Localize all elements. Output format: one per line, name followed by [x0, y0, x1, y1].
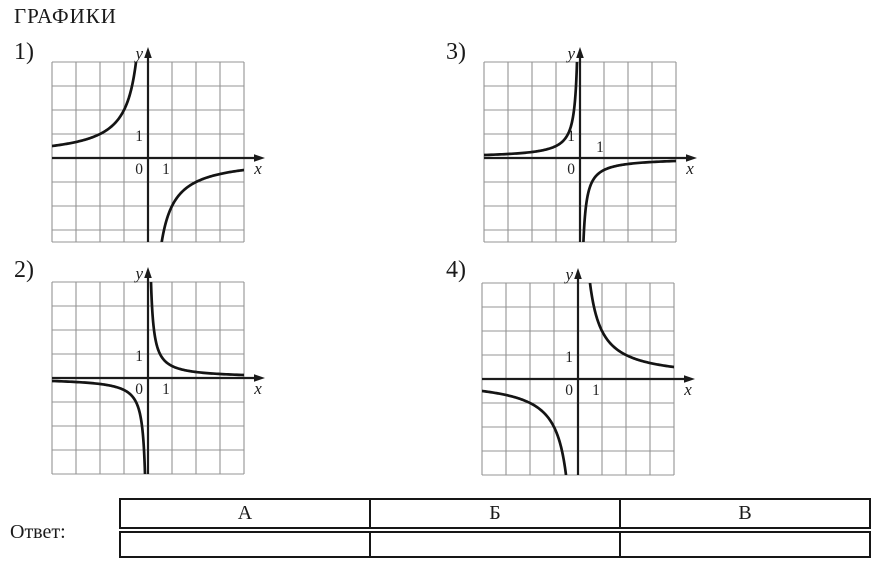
y-axis-label: y: [563, 265, 573, 284]
axis-arrowheads: [144, 267, 265, 382]
x-unit-tick-label: 1: [596, 139, 604, 156]
curve-branch-positive-x: [588, 283, 674, 369]
graph-4-number: 4): [446, 257, 466, 283]
y-unit-tick-label: 1: [135, 348, 143, 365]
answer-cell-b[interactable]: [369, 529, 621, 558]
graph-1-number: 1): [14, 39, 34, 65]
axis-labels: y x 0 1 1: [133, 264, 262, 398]
curve-branch-positive-x: [149, 282, 244, 377]
axis-arrowheads: [144, 47, 265, 162]
origin-tick-label: 0: [135, 381, 143, 398]
answer-table: А Б В: [119, 498, 871, 558]
origin-tick-label: 0: [135, 161, 143, 178]
y-axis-label: y: [133, 44, 143, 63]
y-unit-tick-label: 1: [567, 128, 575, 145]
axis-arrowheads: [576, 47, 697, 162]
answer-column-v: В: [619, 498, 871, 533]
x-axis-label: x: [683, 380, 692, 399]
x-axis-label: x: [253, 159, 262, 178]
graph-2-number: 2): [14, 257, 34, 283]
axes: [482, 273, 688, 475]
curve-branch-negative-x: [52, 62, 138, 148]
answer-value-row: [119, 529, 871, 558]
answer-label: Ответ:: [10, 521, 66, 543]
graph-4-plot: y x 0 1 1: [481, 265, 695, 476]
hyperbola-curve: [482, 283, 674, 475]
curve-branch-negative-x: [52, 379, 147, 474]
answer-cell-v[interactable]: [619, 529, 871, 558]
axes: [484, 52, 690, 242]
graph-3-number: 3): [446, 39, 466, 65]
graph-1-plot: y x 0 1 1: [51, 44, 265, 243]
hyperbola-curve: [52, 62, 244, 242]
page-title: ГРАФИКИ: [14, 4, 117, 28]
graph-3-plot: y x 0 1 1: [483, 44, 697, 243]
x-unit-tick-label: 1: [162, 161, 170, 178]
axis-labels: y x 0 1 1: [565, 44, 694, 178]
hyperbola-curve: [52, 282, 244, 474]
curve-branch-negative-x: [482, 389, 568, 475]
axis-labels: y x 0 1 1: [133, 44, 262, 178]
curve-branch-positive-x: [582, 159, 676, 242]
hyperbola-curve: [484, 62, 676, 242]
curve-branch-positive-x: [160, 168, 244, 242]
answer-header-row: А Б В: [119, 498, 871, 533]
x-axis-label: x: [253, 379, 262, 398]
axis-arrowheads: [574, 268, 695, 383]
y-axis-label: y: [133, 264, 143, 283]
axis-labels: y x 0 1 1: [563, 265, 692, 399]
x-axis-label: x: [685, 159, 694, 178]
graph-2-plot: y x 0 1 1: [51, 264, 265, 475]
x-unit-tick-label: 1: [592, 382, 600, 399]
origin-tick-label: 0: [567, 161, 575, 178]
origin-tick-label: 0: [565, 382, 573, 399]
answer-cell-a[interactable]: [119, 529, 371, 558]
y-unit-tick-label: 1: [135, 128, 143, 145]
y-unit-tick-label: 1: [565, 349, 573, 366]
answer-column-b: Б: [369, 498, 621, 533]
curve-branch-negative-x: [484, 62, 579, 157]
axes: [52, 52, 258, 242]
axes: [52, 272, 258, 474]
answer-column-a: А: [119, 498, 371, 533]
y-axis-label: y: [565, 44, 575, 63]
x-unit-tick-label: 1: [162, 381, 170, 398]
